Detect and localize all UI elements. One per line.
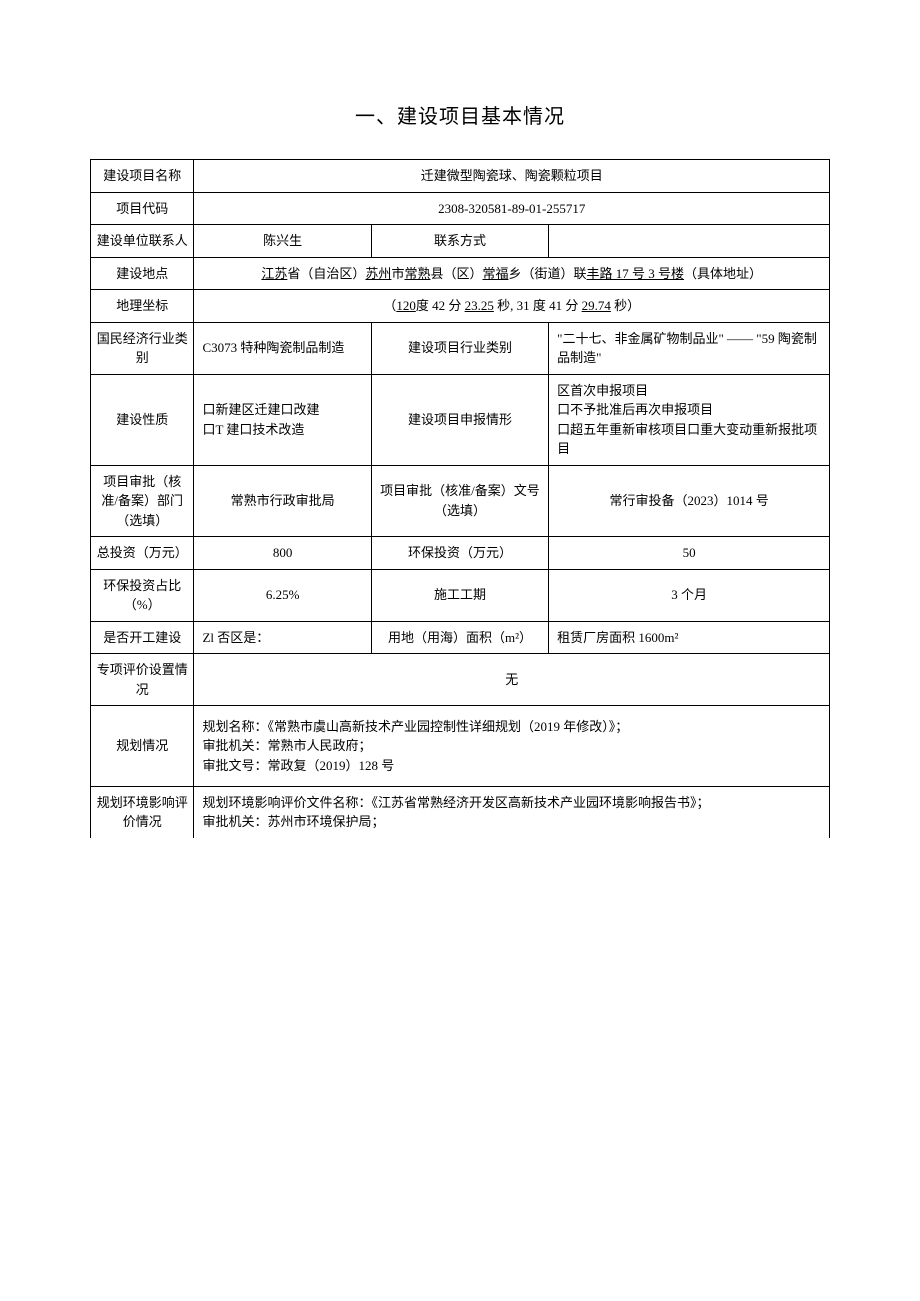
table-row: 项目代码 2308-320581-89-01-255717: [91, 192, 830, 225]
proj-name-label: 建设项目名称: [91, 160, 194, 193]
table-row: 建设项目名称 迁建微型陶瓷球、陶瓷颗粒项目: [91, 160, 830, 193]
plan-env-l2: 审批机关：苏州市环境保护局；: [202, 812, 825, 832]
industry: C3073 特种陶瓷制品制造: [194, 322, 371, 374]
started-label: 是否开工建设: [91, 621, 194, 654]
table-row: 建设性质 口新建区迁建口改建 口T 建口技术改造 建设项目申报情形 区首次申报项…: [91, 374, 830, 465]
coord-label: 地理坐标: [91, 290, 194, 323]
apply: 区首次申报项目 口不予批准后再次申报项目 口超五年重新审核项目口重大变动重新报批…: [549, 374, 830, 465]
period: 3 个月: [549, 569, 830, 621]
page-title: 一、建设项目基本情况: [90, 100, 830, 129]
approval-no-label: 项目审批（核准/备案）文号（选填）: [371, 465, 548, 537]
plan-env-label: 规划环境影响评价情况: [91, 786, 194, 838]
info-table: 建设项目名称 迁建微型陶瓷球、陶瓷颗粒项目 项目代码 2308-320581-8…: [90, 159, 830, 838]
addr-town: 常福: [482, 266, 508, 281]
approval-no: 常行审投备（2023）1014 号: [549, 465, 830, 537]
addr-county: 常熟: [404, 266, 430, 281]
table-row: 国民经济行业类别 C3073 特种陶瓷制品制造 建设项目行业类别 "二十七、非金…: [91, 322, 830, 374]
table-row: 环保投资占比（%） 6.25% 施工工期 3 个月: [91, 569, 830, 621]
lat-sec: 29.74: [582, 298, 611, 313]
table-row: 是否开工建设 Zl 否区是： 用地（用海）面积（m²） 租赁厂房面积 1600m…: [91, 621, 830, 654]
table-row: 项目审批（核准/备案）部门（选填） 常熟市行政审批局 项目审批（核准/备案）文号…: [91, 465, 830, 537]
period-label: 施工工期: [371, 569, 548, 621]
started: Zl 否区是：: [194, 621, 371, 654]
addr-t2: 市: [391, 266, 404, 281]
approval-dept: 常熟市行政审批局: [194, 465, 371, 537]
proj-code-label: 项目代码: [91, 192, 194, 225]
table-row: 规划环境影响评价情况 规划环境影响评价文件名称：《江苏省常熟经济开发区高新技术产…: [91, 786, 830, 838]
special-label: 专项评价设置情况: [91, 654, 194, 706]
plan-env: 规划环境影响评价文件名称：《江苏省常熟经济开发区高新技术产业园环境影响报告书》；…: [194, 786, 830, 838]
addr-t1: 省（自治区）: [287, 266, 365, 281]
table-row: 建设单位联系人 陈兴生 联系方式: [91, 225, 830, 258]
env-invest-label: 环保投资（万元）: [371, 537, 548, 570]
table-row: 建设地点 江苏省（自治区）苏州市常熟县（区）常福乡（街道）联丰路 17 号 3 …: [91, 257, 830, 290]
addr-prov: 江苏: [261, 266, 287, 281]
proj-code: 2308-320581-89-01-255717: [194, 192, 830, 225]
land: 租赁厂房面积 1600m²: [549, 621, 830, 654]
plan-l1: 规划名称：《常熟市虞山高新技术产业园控制性详细规划（2019 年修改）》；: [202, 717, 825, 737]
contact-method-label: 联系方式: [371, 225, 548, 258]
addr-t3: 县（区）: [430, 266, 482, 281]
nature: 口新建区迁建口改建 口T 建口技术改造: [194, 374, 371, 465]
coord: （120度 42 分 23.25 秒, 31 度 41 分 29.74 秒）: [194, 290, 830, 323]
table-row: 专项评价设置情况 无: [91, 654, 830, 706]
table-row: 总投资（万元） 800 环保投资（万元） 50: [91, 537, 830, 570]
table-row: 规划情况 规划名称：《常熟市虞山高新技术产业园控制性详细规划（2019 年修改）…: [91, 706, 830, 787]
lon-sec: 23.25: [465, 298, 494, 313]
plan-label: 规划情况: [91, 706, 194, 787]
proj-industry-label: 建设项目行业类别: [371, 322, 548, 374]
plan-l3: 审批文号：常政复（2019）128 号: [202, 756, 825, 776]
approval-dept-label: 项目审批（核准/备案）部门（选填）: [91, 465, 194, 537]
coord-end: 秒）: [614, 298, 640, 313]
land-label: 用地（用海）面积（m²）: [371, 621, 548, 654]
plan-l2: 审批机关：常熟市人民政府；: [202, 736, 825, 756]
special: 无: [194, 654, 830, 706]
addr-city: 苏州: [365, 266, 391, 281]
total-invest: 800: [194, 537, 371, 570]
addr-road: 丰路 17 号 3 号楼: [587, 266, 685, 281]
apply-label: 建设项目申报情形: [371, 374, 548, 465]
lon-deg: 120: [396, 298, 416, 313]
proj-industry: "二十七、非金属矿物制品业" —— "59 陶瓷制品制造": [549, 322, 830, 374]
lat-t: 秒, 31 度 41 分: [497, 298, 578, 313]
env-ratio: 6.25%: [194, 569, 371, 621]
lon-t1: 度 42 分: [416, 298, 462, 313]
addr-t5: （具体地址）: [684, 266, 762, 281]
plan-env-l1: 规划环境影响评价文件名称：《江苏省常熟经济开发区高新技术产业园环境影响报告书》；: [202, 793, 825, 813]
total-invest-label: 总投资（万元）: [91, 537, 194, 570]
proj-name: 迁建微型陶瓷球、陶瓷颗粒项目: [194, 160, 830, 193]
contact-label: 建设单位联系人: [91, 225, 194, 258]
env-ratio-label: 环保投资占比（%）: [91, 569, 194, 621]
env-invest: 50: [549, 537, 830, 570]
contact-method: [549, 225, 830, 258]
address-label: 建设地点: [91, 257, 194, 290]
addr-t4: 乡（街道）联: [509, 266, 587, 281]
nature-label: 建设性质: [91, 374, 194, 465]
contact: 陈兴生: [194, 225, 371, 258]
table-row: 地理坐标 （120度 42 分 23.25 秒, 31 度 41 分 29.74…: [91, 290, 830, 323]
plan: 规划名称：《常熟市虞山高新技术产业园控制性详细规划（2019 年修改）》； 审批…: [194, 706, 830, 787]
industry-label: 国民经济行业类别: [91, 322, 194, 374]
address: 江苏省（自治区）苏州市常熟县（区）常福乡（街道）联丰路 17 号 3 号楼（具体…: [194, 257, 830, 290]
